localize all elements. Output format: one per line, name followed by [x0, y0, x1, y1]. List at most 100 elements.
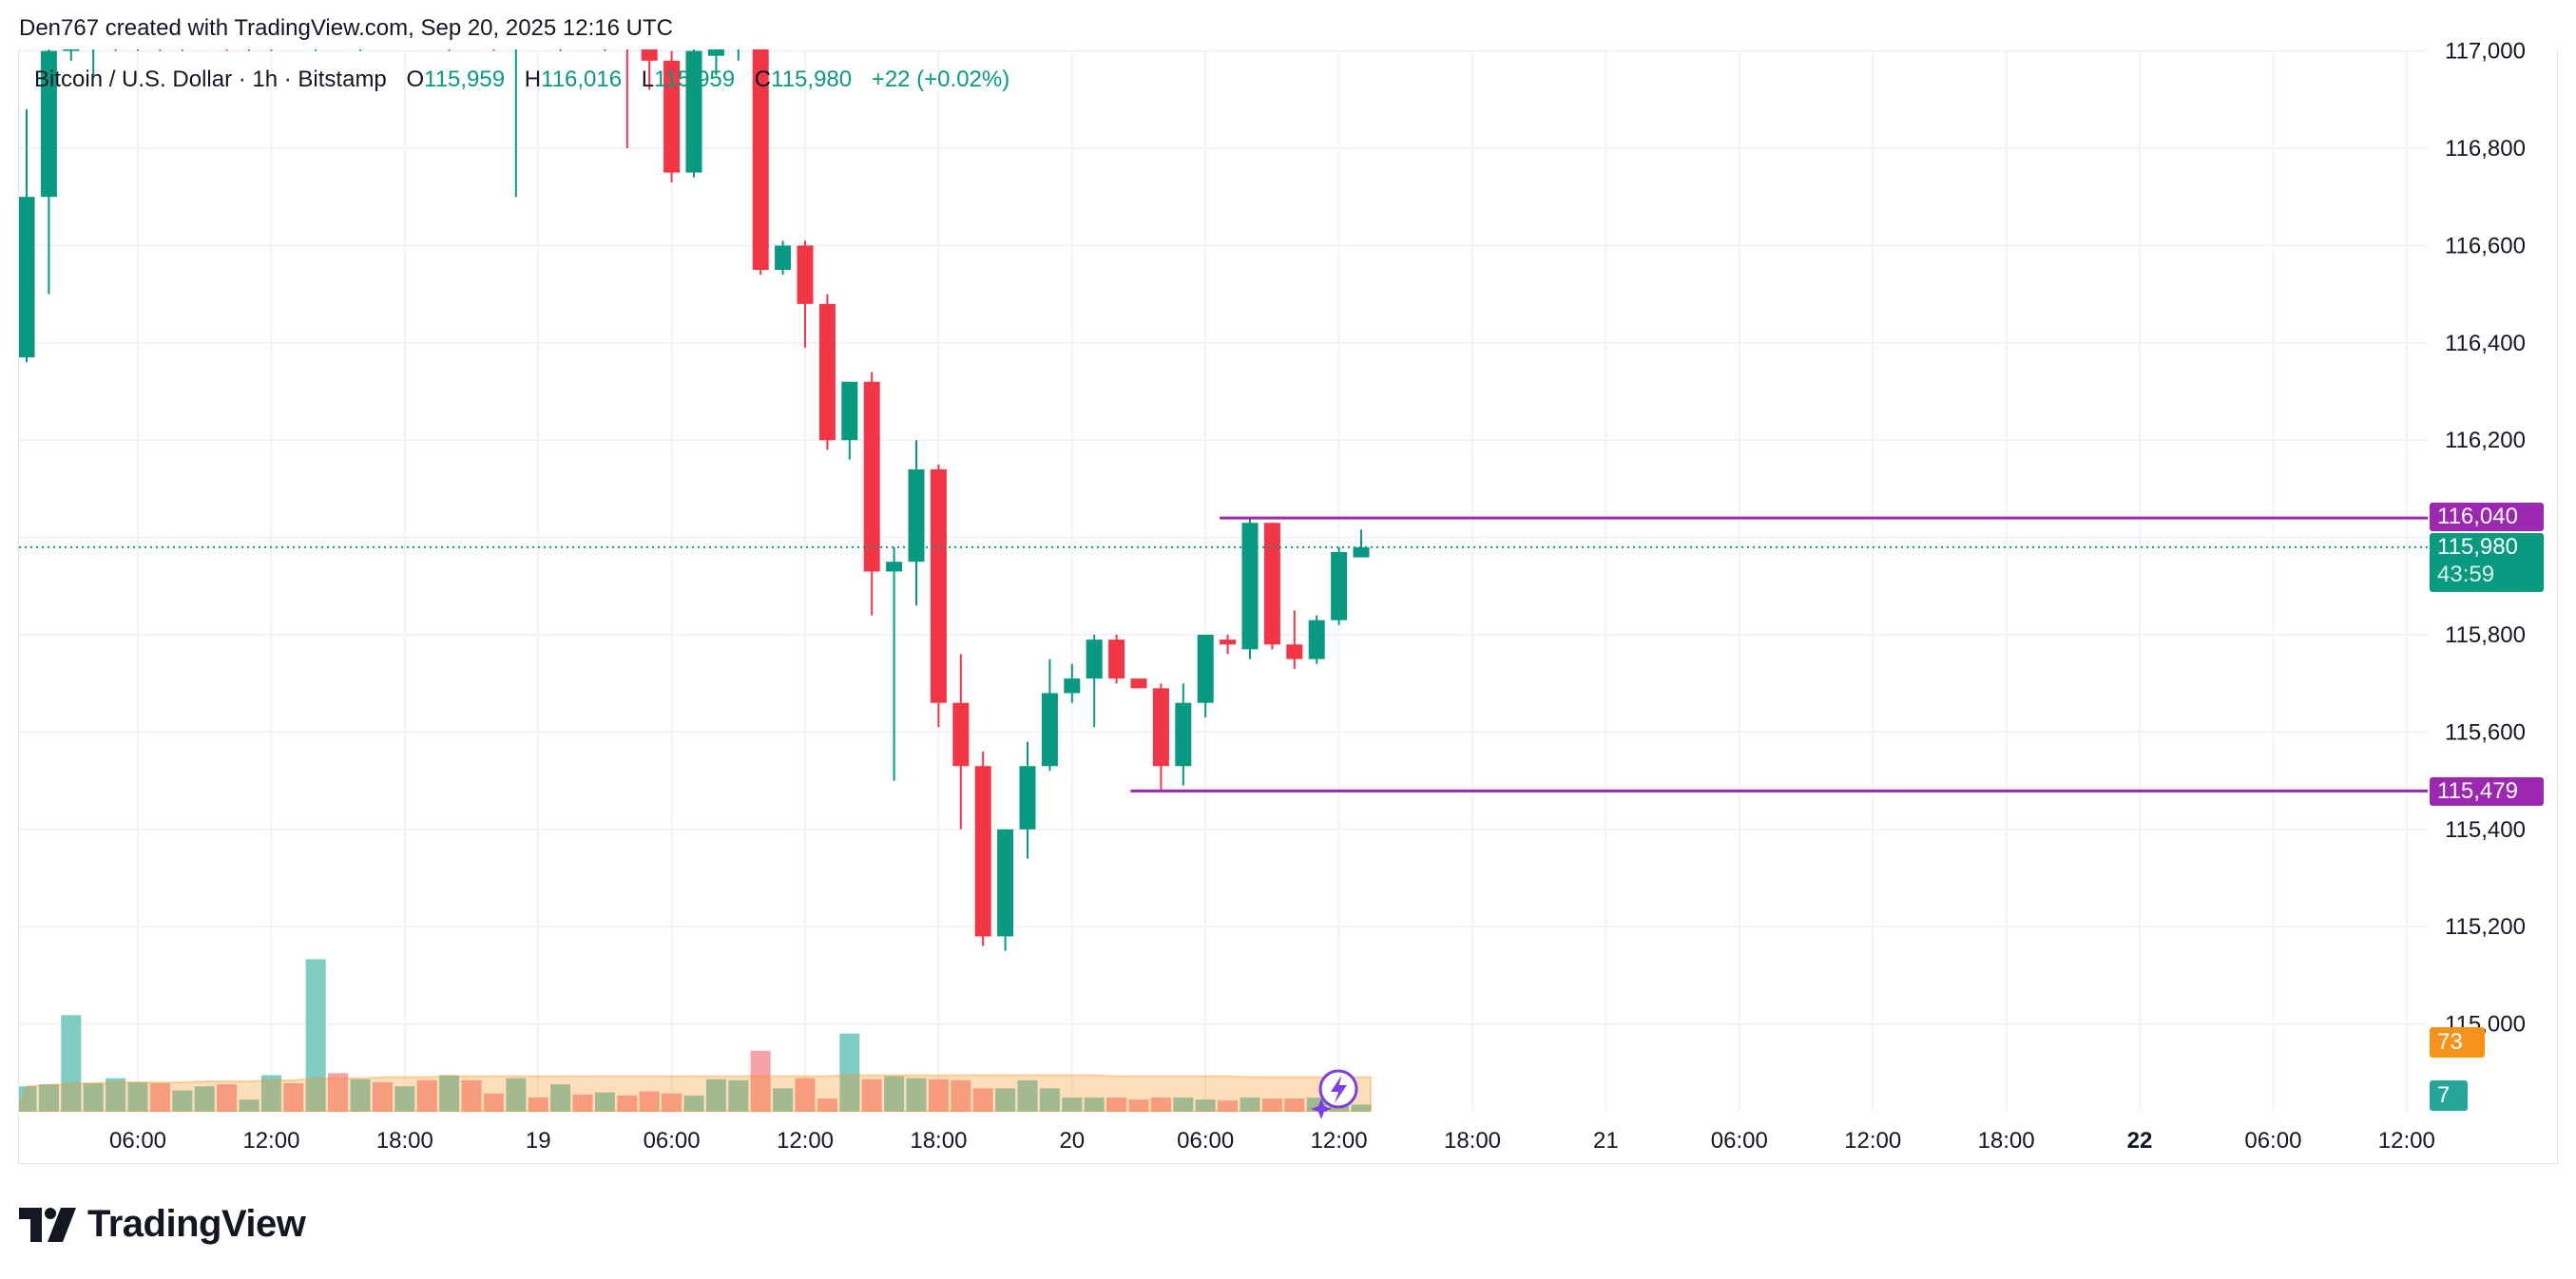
volume-bar — [1062, 1098, 1083, 1112]
x-tick-label: 12:00 — [777, 1128, 834, 1154]
price-chart[interactable]: 117,000 116,800 116,600 116,400 116,200 115,8… — [0, 0, 2576, 1169]
x-tick-label: 18:00 — [1978, 1128, 2035, 1154]
volume-bar — [773, 1088, 794, 1112]
candle-body — [997, 829, 1014, 937]
x-tick-label: 18:00 — [1444, 1128, 1501, 1154]
candle-body — [1353, 546, 1370, 558]
x-tick-label: 21 — [1593, 1128, 1619, 1154]
candle-body — [1263, 523, 1280, 645]
x-tick-label: 18:00 — [910, 1128, 967, 1154]
candle-body — [1086, 640, 1103, 679]
y-tick-label: 115,200 — [2445, 914, 2526, 940]
volume-bar — [439, 1075, 460, 1112]
volume-bar — [38, 1084, 59, 1112]
x-tick-label: 18:00 — [376, 1128, 433, 1154]
y-tick-label: 115,800 — [2445, 622, 2526, 648]
volume-bar — [1173, 1098, 1194, 1112]
volume-bar — [19, 1086, 37, 1112]
candle-body — [486, 0, 502, 2]
volume-bar — [1128, 1099, 1149, 1112]
volume-bar — [194, 1086, 215, 1112]
candle-body — [863, 381, 880, 572]
volume-bar — [528, 1098, 548, 1112]
volume-bar — [1261, 1098, 1282, 1112]
volume-bar — [795, 1078, 816, 1112]
x-tick-label: 22 — [2127, 1128, 2153, 1154]
volume-bar — [1351, 1104, 1372, 1112]
volume-bar — [394, 1086, 415, 1112]
volume-bar — [239, 1099, 260, 1112]
volume-bar — [594, 1092, 615, 1112]
symbol-legend: Bitcoin / U.S. Dollar · 1h · Bitstamp O1… — [34, 67, 1009, 93]
close-label: C — [754, 67, 772, 92]
support-price-tag: 115,479 — [2430, 777, 2544, 806]
volume-bar — [1195, 1099, 1216, 1112]
volume-bar — [662, 1093, 682, 1112]
volume-bar — [1284, 1098, 1305, 1112]
volume-bar — [572, 1094, 593, 1112]
volume-bar — [260, 1075, 281, 1112]
candle-body — [63, 49, 80, 51]
candle-body — [752, 49, 769, 270]
volume-bar — [705, 1079, 726, 1112]
y-tick-label: 116,800 — [2445, 136, 2526, 162]
candle-body — [1130, 678, 1147, 689]
volume-bar — [906, 1078, 927, 1112]
volume-bar — [617, 1095, 638, 1112]
volume-bar — [550, 1084, 571, 1112]
candle-body — [685, 50, 702, 173]
candle-body — [1286, 644, 1303, 659]
high-label: H — [524, 67, 542, 92]
volume-bar — [305, 959, 326, 1112]
candle-body — [974, 766, 991, 937]
bar-countdown: 43:59 — [2437, 562, 2495, 587]
y-tick-label: 116,400 — [2445, 331, 2526, 356]
volume-bar — [1150, 1098, 1171, 1112]
volume-bar — [217, 1084, 238, 1112]
plot-area — [19, 0, 1372, 1112]
candle-body — [841, 381, 858, 441]
candle-body — [19, 197, 35, 358]
candle-body — [40, 50, 57, 198]
candle-body — [1241, 523, 1259, 650]
x-tick-label: 06:00 — [644, 1128, 701, 1154]
candle-body — [886, 562, 903, 572]
candle-body — [1064, 678, 1081, 694]
volume-bar — [483, 1093, 504, 1112]
volume-bar — [461, 1079, 482, 1112]
volume-bar — [283, 1083, 304, 1112]
volume-bar — [683, 1095, 704, 1112]
chart-frame — [18, 49, 2558, 1164]
y-tick-label: 115,600 — [2445, 719, 2526, 745]
volume-bar — [750, 1050, 771, 1112]
volume-bar — [817, 1098, 837, 1112]
volume-bar — [350, 1079, 371, 1112]
y-tick-label: 117,000 — [2445, 39, 2526, 65]
volume-last-tag: 7 — [2430, 1080, 2468, 1111]
volume-bar — [728, 1079, 749, 1112]
candle-body — [1175, 702, 1192, 767]
high-value: 116,016 — [541, 67, 623, 92]
candle-body — [86, 2, 102, 21]
x-tick-label: 19 — [526, 1128, 551, 1154]
candle-body — [1019, 766, 1036, 830]
last-price-value: 115,980 — [2437, 534, 2518, 560]
assistant-button[interactable] — [1310, 1068, 1363, 1121]
volume-bar — [83, 1083, 104, 1112]
tradingview-logo[interactable]: TradingView — [19, 1203, 306, 1246]
volume-bar — [61, 1015, 82, 1112]
change-value: +22 (+0.02%) — [871, 67, 1010, 92]
candle-body — [174, 0, 190, 2]
volume-bar — [416, 1079, 437, 1112]
candle-body — [508, 0, 524, 2]
volume-bar — [861, 1079, 882, 1112]
volume-bar — [884, 1076, 905, 1112]
volume-bar — [951, 1079, 971, 1112]
candle-body — [1197, 635, 1214, 703]
volume-bar — [149, 1083, 170, 1112]
symbol-title: Bitcoin / U.S. Dollar · 1h · Bitstamp — [34, 67, 387, 92]
candle-body — [730, 27, 746, 36]
volume-bar — [1084, 1098, 1105, 1112]
low-value: 115,959 — [654, 67, 736, 92]
sparkle-icon — [1311, 1069, 1358, 1119]
